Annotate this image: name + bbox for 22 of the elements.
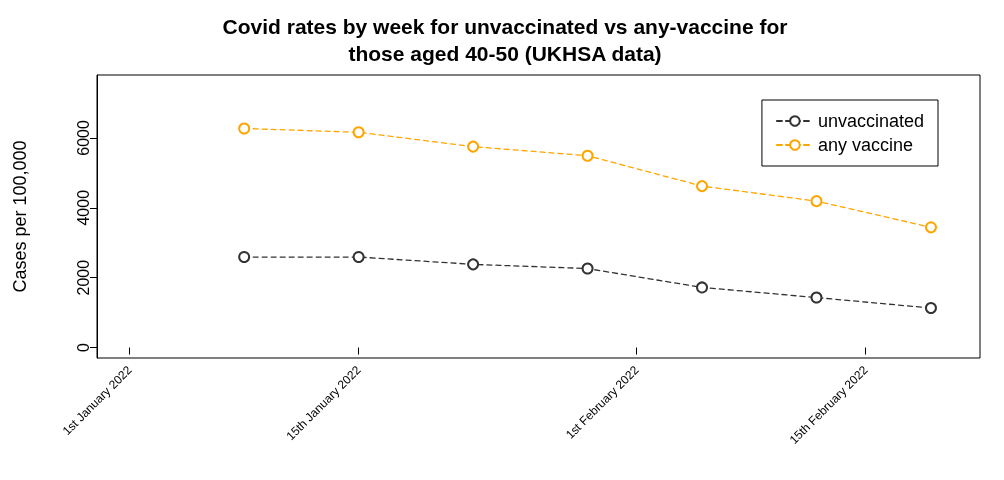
point: [581, 262, 594, 275]
y-axis-title: Cases per 100,000: [10, 140, 30, 293]
point: [467, 258, 480, 271]
point: [696, 180, 709, 193]
point: [810, 291, 823, 304]
y-tick-label: 4000: [74, 189, 92, 226]
point: [924, 302, 937, 315]
point: [352, 126, 365, 139]
point: [810, 195, 823, 208]
point: [924, 221, 937, 234]
point: [581, 149, 594, 162]
legend-label: any vaccine: [817, 135, 913, 155]
point: [352, 251, 365, 264]
chart-title: Covid rates by week for unvaccinated vs any-vaccine for those aged 40-50 (UKHSA data): [222, 15, 788, 65]
point: [467, 140, 480, 153]
point: [238, 122, 251, 135]
y-tick-label: 0: [74, 342, 92, 352]
legend-label: unvaccinated: [817, 111, 924, 131]
point: [238, 251, 251, 264]
point: [696, 281, 709, 294]
y-tick-label: 2000: [74, 259, 92, 296]
y-tick-label: 6000: [74, 119, 92, 156]
